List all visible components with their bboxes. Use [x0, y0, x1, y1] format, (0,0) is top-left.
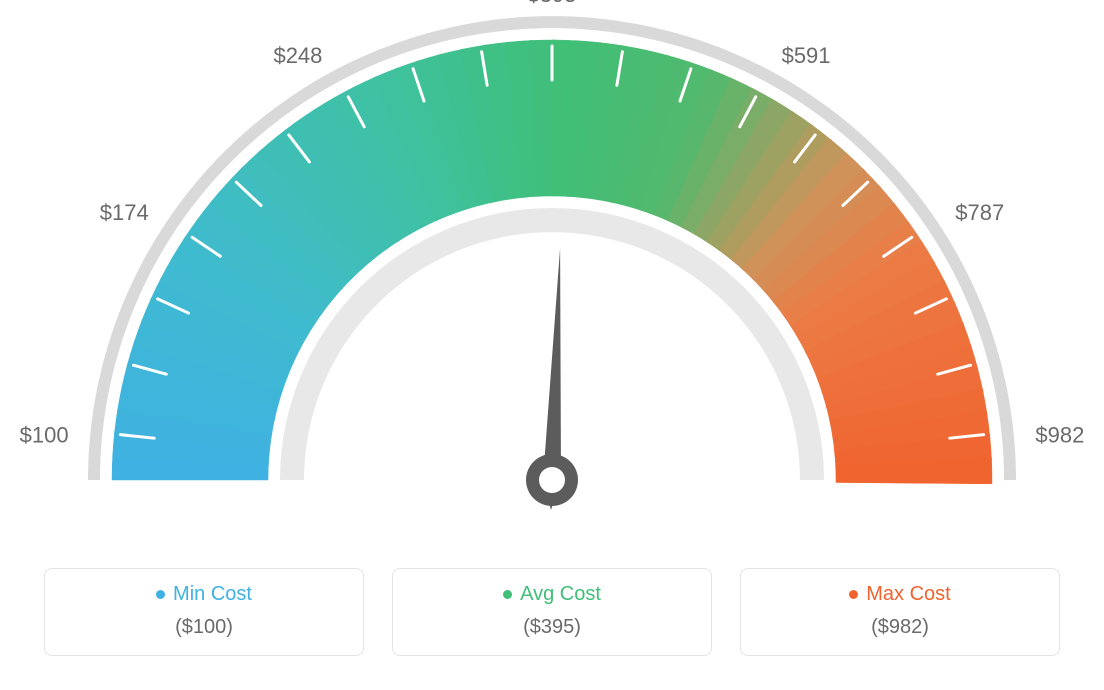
svg-text:$591: $591 — [782, 43, 831, 68]
legend-value-avg: ($395) — [403, 616, 701, 639]
legend-box-max: Max Cost ($982) — [740, 568, 1060, 656]
svg-text:$248: $248 — [273, 43, 322, 68]
legend-title-avg: Avg Cost — [503, 583, 601, 606]
svg-text:$787: $787 — [955, 200, 1004, 225]
legend-label-max: Max Cost — [866, 583, 950, 606]
legend-dot-max — [849, 590, 858, 599]
legend-dot-min — [156, 590, 165, 599]
gauge-svg: $100 $174 $248 $395 $591 $787 $982 — [0, 0, 1104, 560]
legend-value-min: ($100) — [55, 616, 353, 639]
svg-text:$174: $174 — [100, 200, 149, 225]
legend-box-avg: Avg Cost ($395) — [392, 568, 712, 656]
svg-text:$395: $395 — [528, 0, 577, 7]
legend-row: Min Cost ($100) Avg Cost ($395) Max Cost… — [0, 568, 1104, 656]
svg-text:$982: $982 — [1035, 422, 1084, 447]
legend-title-min: Min Cost — [156, 583, 252, 606]
legend-dot-avg — [503, 590, 512, 599]
legend-label-min: Min Cost — [173, 583, 252, 606]
legend-title-max: Max Cost — [849, 583, 950, 606]
gauge-chart: $100 $174 $248 $395 $591 $787 $982 — [0, 0, 1104, 560]
legend-box-min: Min Cost ($100) — [44, 568, 364, 656]
legend-label-avg: Avg Cost — [520, 583, 601, 606]
legend-value-max: ($982) — [751, 616, 1049, 639]
svg-text:$100: $100 — [20, 422, 69, 447]
